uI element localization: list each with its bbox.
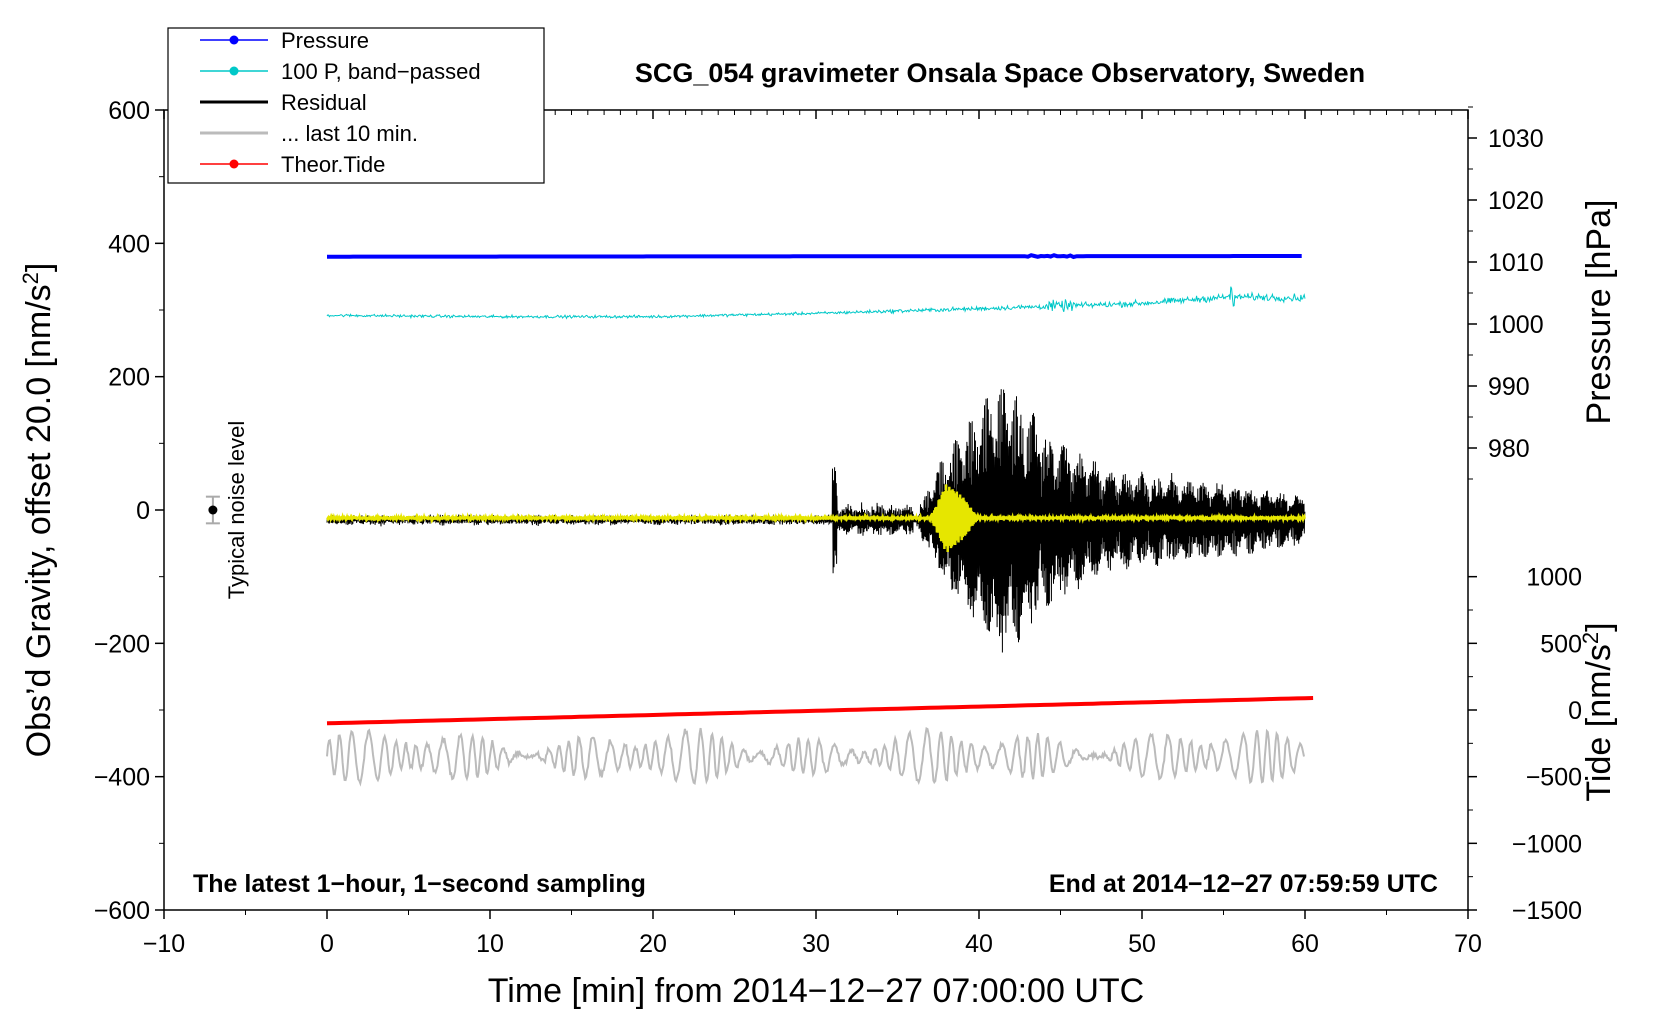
pressure-tick-label: 980 <box>1488 435 1530 463</box>
y-axis-label-tide: Tide [nm/s2] <box>1578 622 1619 801</box>
x-tick-label: 20 <box>639 930 667 958</box>
legend-marker <box>229 66 239 76</box>
y-tick-label: 0 <box>136 497 150 525</box>
legend-marker <box>229 159 239 169</box>
x-tick-label: 0 <box>320 930 334 958</box>
y-tick-label: −400 <box>94 764 150 792</box>
x-tick-label: 50 <box>1128 930 1156 958</box>
x-tick-label: 40 <box>965 930 993 958</box>
chart-title: SCG_054 gravimeter Onsala Space Observat… <box>635 58 1365 88</box>
legend-label: 100 P, band−passed <box>281 59 481 84</box>
noise-level-label: Typical noise level <box>224 421 249 600</box>
legend-marker <box>229 35 239 45</box>
legend-box <box>167 27 545 184</box>
pressure-tick-label: 1030 <box>1488 125 1544 153</box>
y-axis-label-left: Obs’d Gravity, offset 20.0 [nm/s2] <box>18 263 59 758</box>
x-tick-label: 60 <box>1291 930 1319 958</box>
legend-label: ... last 10 min. <box>281 121 418 146</box>
tide-tick-label: 500 <box>1540 630 1582 658</box>
series-band-passed <box>326 286 1306 320</box>
tide-tick-label: 0 <box>1568 697 1582 725</box>
x-tick-label: 30 <box>802 930 830 958</box>
tide-tick-label: 1000 <box>1526 564 1582 592</box>
pressure-tick-label: 1010 <box>1488 249 1544 277</box>
series-theor-tide <box>326 696 1314 726</box>
pressure-tick-label: 990 <box>1488 373 1530 401</box>
y-tick-label: −200 <box>94 630 150 658</box>
tide-tick-label: −1000 <box>1512 830 1582 858</box>
x-axis-label: Time [min] from 2014−12−27 07:00:00 UTC <box>488 972 1144 1010</box>
y-tick-label: 200 <box>108 364 150 392</box>
noise-bar-point <box>208 505 218 515</box>
legend-label: Pressure <box>281 28 369 53</box>
annotation-sampling: The latest 1−hour, 1−second sampling <box>193 870 646 898</box>
tide-tick-label: −1500 <box>1512 897 1582 925</box>
pressure-tick-label: 1000 <box>1488 311 1544 339</box>
series-pressure <box>327 253 1302 260</box>
x-tick-label: −10 <box>143 930 185 958</box>
y-tick-label: 600 <box>108 97 150 125</box>
legend-label: Residual <box>281 90 367 115</box>
x-tick-label: 70 <box>1454 930 1482 958</box>
y-axis-label-pressure: Pressure [hPa] <box>1580 200 1618 425</box>
series-residual-filtered <box>326 484 1306 553</box>
series-last-10-min <box>326 726 1305 787</box>
x-tick-label: 10 <box>476 930 504 958</box>
annotation-end-time: End at 2014−12−27 07:59:59 UTC <box>1049 870 1438 898</box>
y-tick-label: 400 <box>108 230 150 258</box>
pressure-tick-label: 1020 <box>1488 187 1544 215</box>
y-tick-label: −600 <box>94 897 150 925</box>
legend-label: Theor.Tide <box>281 152 385 177</box>
tide-tick-label: −500 <box>1526 764 1582 792</box>
